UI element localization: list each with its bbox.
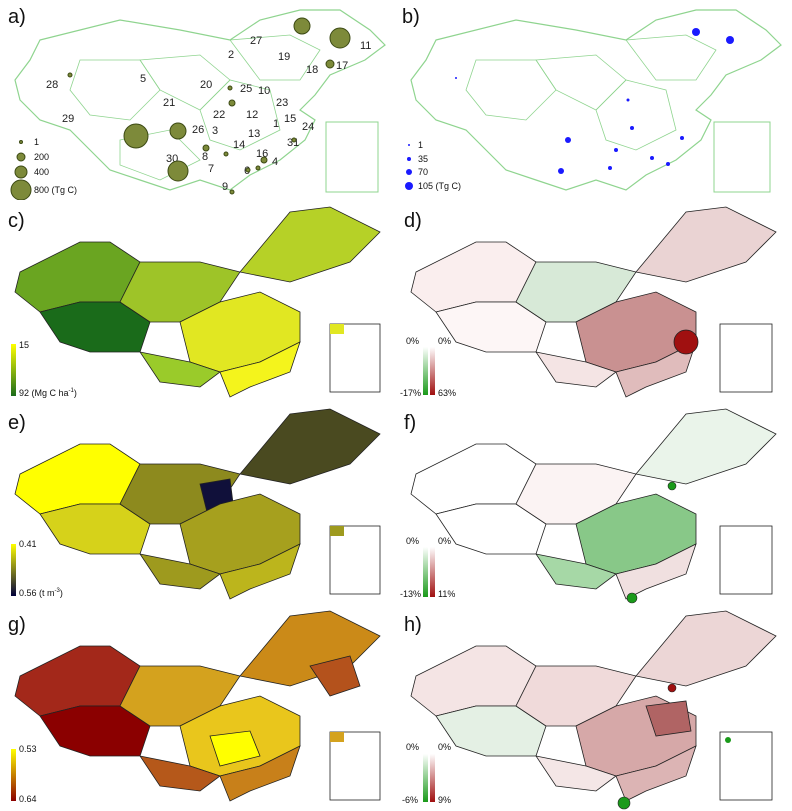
prov-label-25: 25 <box>240 83 252 95</box>
colorbar-d-pos <box>430 347 435 395</box>
legend-e-bottom: 0.56 (t m-3) <box>19 588 63 598</box>
prov-label-18: 18 <box>306 64 318 76</box>
prov-label-14: 14 <box>233 139 245 151</box>
prov-label-13: 13 <box>248 128 260 140</box>
prov-label-8: 8 <box>202 151 208 163</box>
bubble-17 <box>325 59 335 69</box>
panel-b: b) 1 35 70 105 (Tg C) <box>396 0 792 200</box>
legend-a-item-1: 200 <box>34 152 50 162</box>
prov-label-12: 12 <box>246 109 258 121</box>
prov-label-9: 9 <box>222 181 228 193</box>
legend-a-item-2: 400 <box>34 167 50 177</box>
legend-c-top: 15 <box>19 340 30 350</box>
legend-a-item-3: 800 (Tg C) <box>34 185 78 195</box>
colorbar-f-neg <box>423 547 428 597</box>
prov-label-22: 22 <box>213 109 225 121</box>
panel-label-f: f) <box>404 412 417 434</box>
panel-label-c: c) <box>8 210 25 232</box>
panel-label-b: b) <box>402 6 420 28</box>
map-b <box>405 9 782 193</box>
legend-a-item-0: 1 <box>34 137 40 147</box>
legend-f-left-bottom: -13% <box>400 589 422 599</box>
prov-label-17: 17 <box>336 60 348 72</box>
panel-label-e: e) <box>8 412 26 434</box>
prov-label-24: 24 <box>302 121 314 133</box>
prov-label-10: 10 <box>258 85 270 97</box>
legend-b-item-0: 1 <box>418 140 424 150</box>
colorbar-h-neg <box>423 754 428 802</box>
carbon-stock-bubbles <box>67 17 351 195</box>
legend-d-right-bottom: 63% <box>438 388 457 398</box>
colorbar-f-pos <box>430 547 435 597</box>
colorbar-g <box>11 749 16 801</box>
panel-f: f) 0% -13% 0% 11% <box>396 404 792 604</box>
legend-f-right-bottom: 11% <box>438 589 456 599</box>
legend-d-left-bottom: -17% <box>400 388 422 398</box>
panel-a: a) 1 2 3 4 5 6 7 8 9 10 11 12 13 14 15 1… <box>0 0 396 200</box>
prov-label-19: 19 <box>278 51 290 63</box>
map-d <box>410 206 777 398</box>
map-e <box>14 408 381 600</box>
panel-label-g: g) <box>8 614 26 636</box>
legend-h-left-bottom: -6% <box>402 795 419 805</box>
legend-f-right-top: 0% <box>438 536 452 546</box>
colorbar-d-neg <box>423 347 428 395</box>
legend-a <box>10 140 32 200</box>
map-a: 1 2 3 4 5 6 7 8 9 10 11 12 13 14 15 16 1… <box>10 9 386 200</box>
map-f <box>410 408 777 604</box>
prov-label-20: 20 <box>200 79 212 91</box>
prov-label-2: 2 <box>228 49 234 61</box>
prov-label-28: 28 <box>46 79 58 91</box>
legend-b-item-1: 35 <box>418 154 429 164</box>
legend-f-left-top: 0% <box>406 536 420 546</box>
bubble-11b <box>293 17 311 35</box>
prov-label-4: 4 <box>272 156 278 168</box>
prov-label-26: 26 <box>192 124 204 136</box>
panel-label-h: h) <box>404 614 422 636</box>
map-h <box>410 610 777 810</box>
legend-c-bottom: 92 (Mg C ha-1) <box>19 388 77 398</box>
china-outline <box>14 9 386 191</box>
panel-c: c) 15 92 (Mg C ha-1) <box>0 202 396 402</box>
panel-label-d: d) <box>404 210 422 232</box>
legend-g-top: 0.53 <box>19 744 37 754</box>
bubble-26 <box>169 122 187 140</box>
panel-g: g) 0.53 0.64 <box>0 606 396 811</box>
prov-label-21: 21 <box>163 97 175 109</box>
prov-label-5: 5 <box>140 73 146 85</box>
panel-d: d) 0% -17% 0% 63% <box>396 202 792 402</box>
legend-d-right-top: 0% <box>438 336 452 346</box>
legend-h-right-top: 0% <box>438 742 452 752</box>
colorbar-e <box>11 544 16 596</box>
prov-label-1: 1 <box>273 118 279 130</box>
legend-b-item-3: 105 (Tg C) <box>418 181 462 191</box>
colorbar-c <box>11 344 16 396</box>
inset-box <box>325 121 379 193</box>
legend-b-item-2: 70 <box>418 167 429 177</box>
carbon-sink-dots <box>455 28 734 174</box>
colorbar-h-pos <box>430 754 435 802</box>
province-number-labels: 1 2 3 4 5 6 7 8 9 10 11 12 13 14 15 16 1… <box>46 35 371 193</box>
map-g <box>14 610 381 802</box>
legend-d-left-top: 0% <box>406 336 420 346</box>
bubble-29 <box>167 160 189 182</box>
panel-label-a: a) <box>8 6 26 28</box>
prov-label-3: 3 <box>212 125 218 137</box>
legend-h-right-bottom: 9% <box>438 795 452 805</box>
bubble-11 <box>329 27 351 49</box>
legend-g-bottom: 0.64 <box>19 794 37 804</box>
prov-label-11: 11 <box>360 40 371 52</box>
panel-h: h) 0% -6% 0% 9% <box>396 606 792 811</box>
legend-b <box>405 144 413 190</box>
legend-e-top: 0.41 <box>19 539 37 549</box>
prov-label-23: 23 <box>276 97 288 109</box>
legend-h-left-top: 0% <box>406 742 420 752</box>
prov-label-27: 27 <box>250 35 262 47</box>
prov-label-15: 15 <box>284 113 296 125</box>
panel-e: e) 0.41 0.56 (t m-3) <box>0 404 396 604</box>
bubble-30 <box>123 123 149 149</box>
map-c <box>14 206 381 398</box>
prov-label-29: 29 <box>62 113 74 125</box>
prov-label-7: 7 <box>208 163 214 175</box>
